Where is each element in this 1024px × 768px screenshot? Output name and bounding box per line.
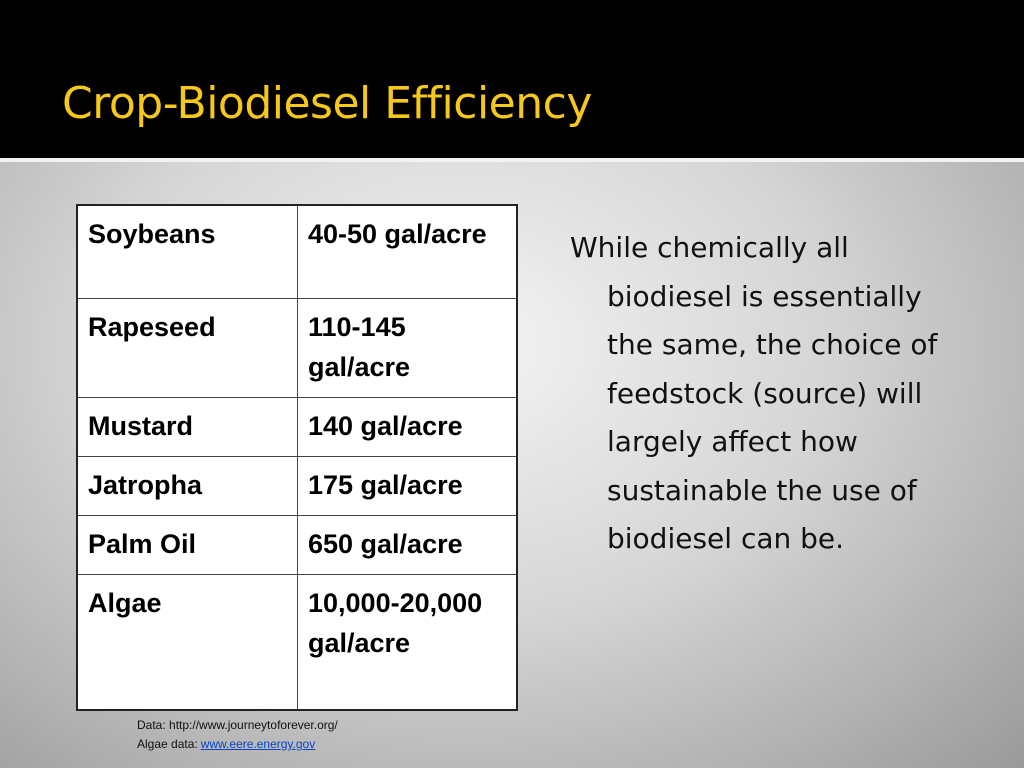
yield-cell: 175 gal/acre — [297, 456, 518, 516]
source-line: Algae data: www.eere.energy.gov — [137, 735, 338, 754]
source-line: Data: http://www.journeytoforever.org/ — [137, 718, 338, 732]
table-row: Jatropha 175 gal/acre — [76, 456, 518, 516]
header-band: Crop-Biodiesel Efficiency — [0, 0, 1024, 162]
body-text: While chemically all biodiesel is essent… — [570, 231, 938, 555]
yield-cell: 110-145 gal/acre — [297, 298, 518, 398]
crop-cell: Soybeans — [76, 204, 298, 299]
crop-cell: Rapeseed — [76, 298, 298, 398]
crop-cell: Mustard — [76, 397, 298, 457]
yield-table: Soybeans 40-50 gal/acre Rapeseed 110-145 ga… — [76, 204, 518, 711]
yield-cell: 650 gal/acre — [297, 515, 518, 575]
table-row: Algae 10,000-20,000 gal/acre — [76, 574, 518, 711]
crop-cell: Algae — [76, 574, 298, 711]
slide-title: Crop-Biodiesel Efficiency — [62, 78, 592, 129]
table-row: Mustard 140 gal/acre — [76, 397, 518, 457]
source-notes: Data: http://www.journeytoforever.org/ A… — [137, 716, 338, 754]
table-row: Palm Oil 650 gal/acre — [76, 515, 518, 575]
table-row: Soybeans 40-50 gal/acre — [76, 204, 518, 299]
yield-cell: 40-50 gal/acre — [297, 204, 518, 299]
yield-cell: 140 gal/acre — [297, 397, 518, 457]
source-label: Algae data: — [137, 737, 198, 751]
crop-cell: Palm Oil — [76, 515, 298, 575]
yield-cell: 10,000-20,000 gal/acre — [297, 574, 518, 711]
source-link[interactable]: www.eere.energy.gov — [200, 737, 316, 751]
table-row: Rapeseed 110-145 gal/acre — [76, 298, 518, 398]
crop-cell: Jatropha — [76, 456, 298, 516]
